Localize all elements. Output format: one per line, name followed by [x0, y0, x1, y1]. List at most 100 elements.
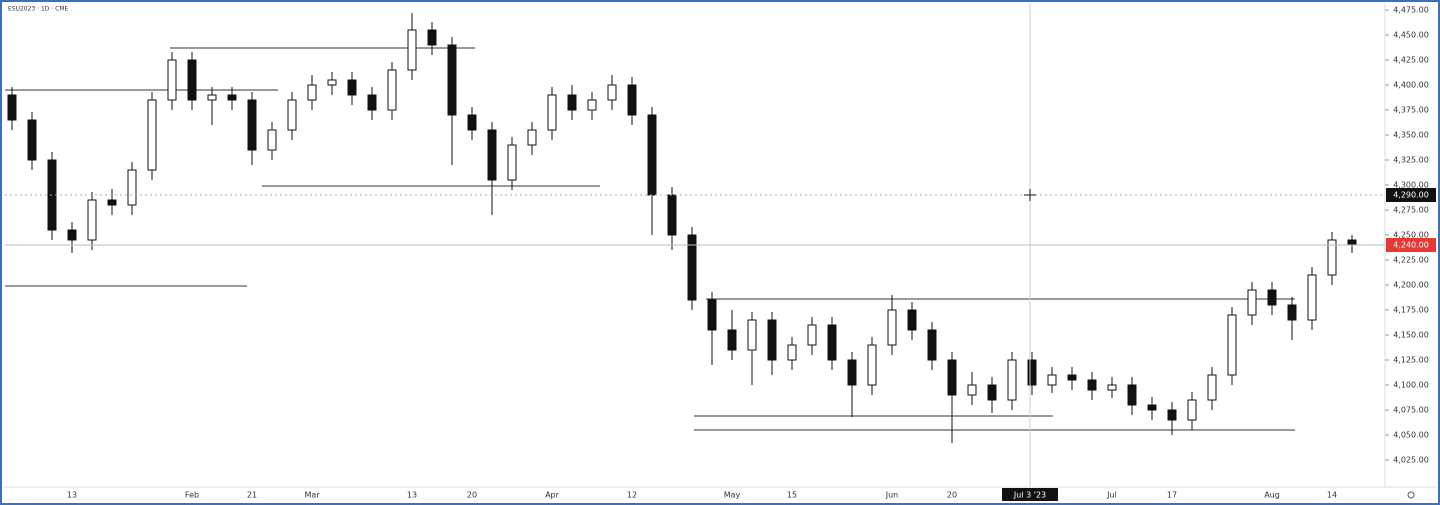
candle-body [67, 229, 77, 241]
candle-body [227, 94, 237, 101]
candle-body [667, 194, 677, 236]
candle-body [767, 319, 777, 361]
candle-body [87, 199, 97, 241]
candle-body [1227, 314, 1237, 376]
candle-body [867, 344, 877, 386]
candle-body [587, 99, 597, 111]
candle-body [207, 94, 217, 101]
candle-body [947, 359, 957, 396]
candle-body [647, 114, 657, 196]
candle-body [787, 344, 797, 361]
candle-body [707, 299, 717, 331]
candle-body [487, 129, 497, 181]
candle-body [167, 59, 177, 101]
x-tick-label: 20 [467, 491, 477, 500]
candle-body [327, 79, 337, 86]
candle-body [727, 329, 737, 351]
candle-body [627, 84, 637, 116]
candle-body [1007, 359, 1017, 401]
y-tick-label: 4,100.00 [1393, 381, 1429, 390]
candle-body [927, 329, 937, 361]
candle-body [307, 84, 317, 101]
y-tick-label: 4,225.00 [1393, 256, 1429, 265]
y-tick-label: 4,400.00 [1393, 81, 1429, 90]
x-tick-label: 15 [787, 491, 797, 500]
candle-body [1147, 404, 1157, 411]
candle-body [527, 129, 537, 146]
candle-body [267, 129, 277, 151]
candle-body [827, 324, 837, 361]
y-tick-label: 4,475.00 [1393, 6, 1429, 15]
crosshair-price-tag [1386, 188, 1436, 202]
x-tick-label: 12 [627, 491, 637, 500]
candle-body [687, 234, 697, 301]
x-tick-label: 17 [1167, 491, 1177, 500]
candle-body [367, 94, 377, 111]
candle-body [27, 119, 37, 161]
candle-body [1347, 239, 1357, 246]
candle-body [987, 384, 997, 401]
settings-icon[interactable] [1407, 491, 1415, 499]
crosshair-price-label: 4,290.00 [1393, 191, 1429, 200]
candle-body [1107, 384, 1117, 391]
candle-body [547, 94, 557, 131]
candle-body [107, 199, 117, 206]
y-tick-label: 4,375.00 [1393, 106, 1429, 115]
candle-body [847, 359, 857, 386]
x-tick-label: Feb [185, 491, 199, 500]
last-price-label: 4,240.00 [1393, 241, 1429, 250]
x-tick-label: Jul [1106, 491, 1117, 500]
y-tick-label: 4,275.00 [1393, 206, 1429, 215]
candle-body [347, 79, 357, 96]
candle-body [567, 94, 577, 111]
candle-body [1027, 359, 1037, 386]
x-tick-label: Mar [304, 491, 320, 500]
candle-body [387, 69, 397, 111]
y-tick-label: 4,350.00 [1393, 131, 1429, 140]
candle-body [447, 44, 457, 116]
candle-body [1267, 289, 1277, 306]
candle-body [887, 309, 897, 346]
x-tick-label: Jun [885, 491, 899, 500]
candle-body [7, 94, 17, 121]
y-tick-label: 4,250.00 [1393, 231, 1429, 240]
y-tick-label: 4,425.00 [1393, 56, 1429, 65]
candle-body [1327, 239, 1337, 276]
crosshair-date-tag [1002, 488, 1058, 501]
x-tick-label: 20 [947, 491, 957, 500]
candle-body [907, 309, 917, 331]
y-tick-label: 4,200.00 [1393, 281, 1429, 290]
x-tick-label: 13 [67, 491, 77, 500]
candle-body [1127, 384, 1137, 406]
candle-body [407, 29, 417, 71]
x-tick-label: Apr [545, 491, 560, 500]
symbol-legend[interactable]: ESU2023 · 1D · CME [8, 6, 69, 13]
candle-body [247, 99, 257, 151]
candle-body [967, 384, 977, 396]
x-tick-label: 14 [1327, 491, 1337, 500]
candle-body [1247, 289, 1257, 316]
x-tick-label: May [724, 491, 741, 500]
candle-body [187, 59, 197, 101]
y-tick-label: 4,450.00 [1393, 31, 1429, 40]
candle-body [607, 84, 617, 101]
candle-body [287, 99, 297, 131]
candle-body [1207, 374, 1217, 401]
x-tick-label: 21 [247, 491, 257, 500]
candle-body [1287, 304, 1297, 321]
y-tick-label: 4,300.00 [1393, 181, 1429, 190]
y-tick-label: 4,325.00 [1393, 156, 1429, 165]
x-tick-label: Aug [1264, 491, 1280, 500]
candle-body [467, 114, 477, 131]
y-tick-label: 4,150.00 [1393, 331, 1429, 340]
candle-body [507, 144, 517, 181]
candle-body [807, 324, 817, 346]
y-tick-label: 4,125.00 [1393, 356, 1429, 365]
candle-body [1047, 374, 1057, 386]
candle-body [147, 99, 157, 171]
crosshair-date-label: Jul 3 '23 [1013, 491, 1046, 500]
candle-body [1087, 379, 1097, 391]
last-price-tag [1386, 238, 1436, 252]
